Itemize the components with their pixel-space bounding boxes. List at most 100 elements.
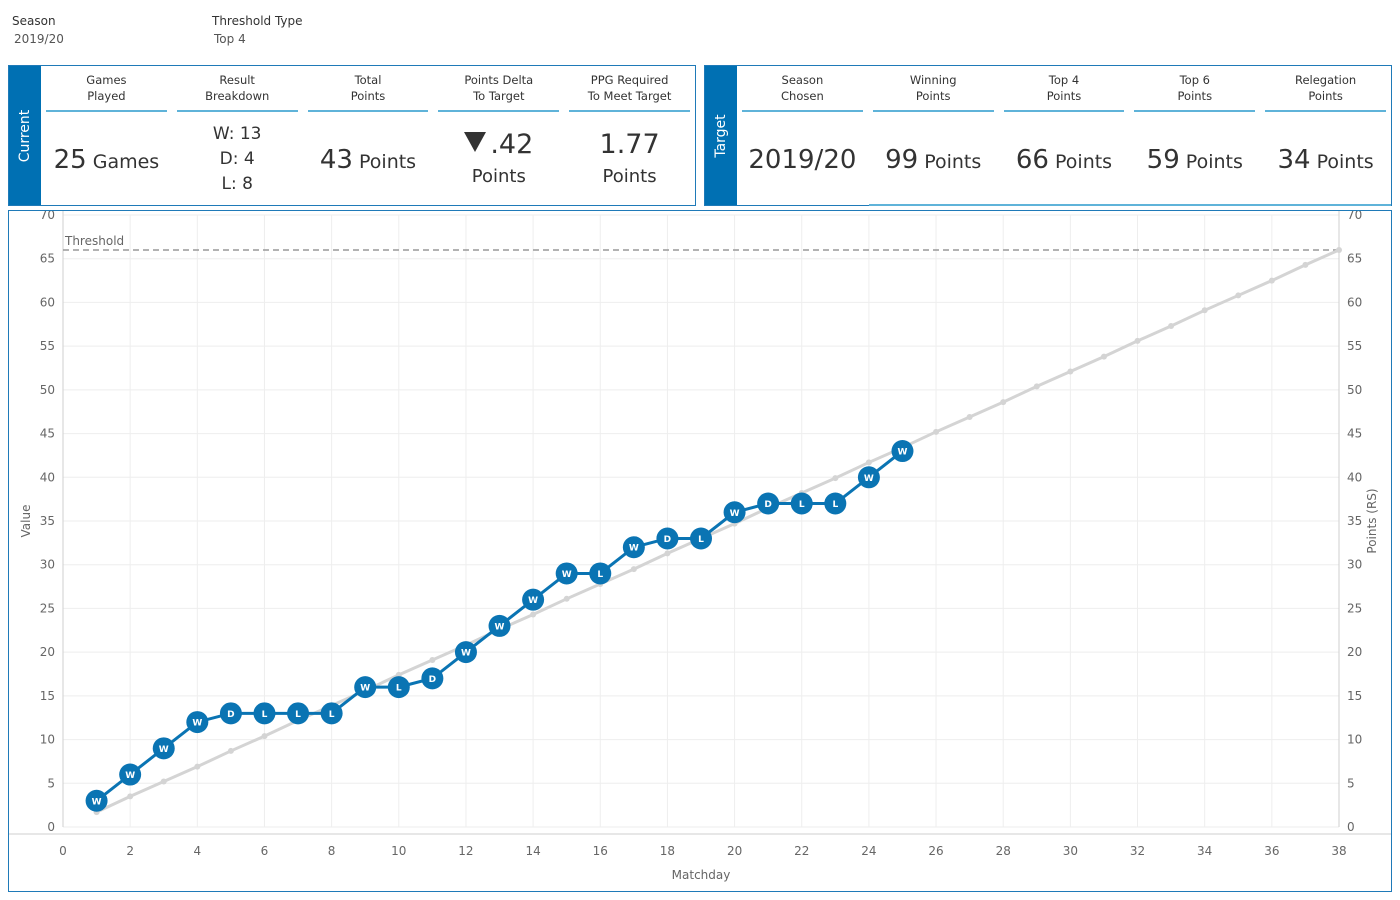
y-tick-label-left: 60 — [40, 295, 55, 309]
current-side-tab: Current — [9, 66, 41, 205]
match-point-marker[interactable] — [354, 676, 377, 699]
match-point[interactable]: W — [555, 562, 578, 585]
kpi-value: 99 — [885, 144, 919, 175]
match-point[interactable]: W — [186, 711, 209, 734]
match-point[interactable]: L — [287, 702, 310, 725]
match-point-marker[interactable] — [186, 711, 209, 734]
match-point[interactable]: D — [656, 527, 679, 550]
match-point[interactable]: L — [253, 702, 276, 725]
match-point[interactable]: W — [522, 588, 545, 611]
x-tick-label: 36 — [1264, 844, 1279, 858]
match-result-label: W — [360, 684, 370, 694]
match-point-marker[interactable] — [690, 527, 712, 550]
x-tick-label: 12 — [458, 844, 473, 858]
match-point-marker[interactable] — [152, 737, 175, 760]
target-panel-underline — [869, 204, 1391, 206]
kpi-games-played: Games Played 25 Games — [41, 66, 172, 205]
target-point — [966, 413, 973, 420]
kpi-header: Season Chosen — [781, 73, 824, 103]
match-result-label: L — [698, 535, 704, 545]
match-point[interactable]: W — [857, 466, 880, 489]
match-point[interactable]: W — [85, 789, 108, 812]
threshold-label: Threshold — [64, 234, 124, 248]
match-point[interactable]: W — [454, 641, 477, 664]
match-point-marker[interactable] — [320, 702, 343, 725]
match-point-marker[interactable] — [757, 492, 780, 515]
y-tick-label-left: 55 — [40, 339, 55, 353]
match-point[interactable]: L — [320, 702, 343, 725]
x-tick-label: 8 — [328, 844, 336, 858]
match-point-marker[interactable] — [421, 667, 444, 690]
match-point[interactable]: L — [690, 527, 712, 550]
match-point-marker[interactable] — [488, 614, 511, 637]
threshold-layer: Threshold — [63, 234, 1339, 251]
match-point[interactable]: W — [354, 676, 377, 699]
match-point[interactable]: D — [219, 702, 242, 725]
match-point[interactable]: W — [723, 501, 746, 524]
match-point[interactable]: W — [891, 440, 914, 463]
match-point-marker[interactable] — [622, 536, 645, 559]
match-point-marker[interactable] — [555, 562, 578, 585]
target-point — [832, 475, 839, 482]
target-point — [1168, 323, 1175, 330]
season-filter[interactable]: Season 2019/20 — [12, 14, 64, 46]
target-point — [1100, 353, 1107, 360]
kpi-unit: Games — [86, 150, 160, 173]
match-point-marker[interactable] — [857, 466, 880, 489]
x-tick-label: 10 — [391, 844, 406, 858]
kpi-value: 59 — [1146, 144, 1180, 175]
match-result-label: W — [159, 745, 169, 755]
match-point[interactable]: W — [622, 536, 645, 559]
match-result-label: W — [125, 771, 135, 781]
match-point-marker[interactable] — [387, 676, 410, 699]
match-point[interactable]: D — [757, 492, 780, 515]
match-point-marker[interactable] — [85, 789, 108, 812]
match-point[interactable]: W — [488, 614, 511, 637]
match-point-marker[interactable] — [589, 562, 612, 585]
match-point[interactable]: L — [790, 492, 813, 515]
season-filter-value[interactable]: 2019/20 — [14, 32, 64, 46]
match-point-marker[interactable] — [891, 440, 914, 463]
kpi-ppg-required: PPG Required To Meet Target 1.77 Points — [564, 66, 695, 205]
target-side-label: Target — [713, 113, 729, 158]
match-point[interactable]: D — [421, 667, 444, 690]
y-tick-label-left: 25 — [40, 601, 55, 615]
match-point-marker[interactable] — [656, 527, 679, 550]
y-tick-label-right: 5 — [1347, 776, 1355, 790]
match-point-marker[interactable] — [723, 501, 746, 524]
match-point[interactable]: W — [119, 763, 142, 786]
target-line — [95, 248, 1340, 814]
threshold-type-filter-value[interactable]: Top 4 — [214, 32, 246, 46]
match-point[interactable]: L — [387, 676, 410, 699]
y-tick-label-left: 30 — [40, 558, 55, 572]
losses-count: L: 8 — [221, 174, 253, 194]
match-point-marker[interactable] — [454, 641, 477, 664]
match-point-marker[interactable] — [253, 702, 276, 725]
points-chart-panel: 0 0 5 5 10 10 15 15 20 20 25 25 30 30 35 35 40 40 45 45 50 50… — [8, 210, 1392, 892]
match-point-marker[interactable] — [790, 492, 813, 515]
match-result-label: L — [832, 500, 838, 510]
match-point[interactable]: L — [824, 492, 847, 515]
kpi-unit: Points — [1179, 150, 1243, 173]
y-tick-label-left: 40 — [40, 470, 55, 484]
match-result-label: W — [92, 797, 102, 807]
kpi-header: Total Points — [350, 73, 386, 103]
match-point-marker[interactable] — [522, 588, 545, 611]
match-point-marker[interactable] — [219, 702, 242, 725]
wins-count: W: 13 — [212, 124, 262, 144]
match-result-label: L — [262, 710, 268, 720]
match-point[interactable]: W — [152, 737, 175, 760]
kpi-header: Relegation Points — [1294, 73, 1357, 103]
target-point — [160, 778, 167, 785]
y-tick-label-left: 15 — [40, 689, 55, 703]
match-point-marker[interactable] — [287, 702, 310, 725]
match-point-marker[interactable] — [824, 492, 847, 515]
y-tick-label-right: 30 — [1347, 558, 1362, 572]
y-axis-title-right: Points (RS) — [1365, 488, 1379, 553]
threshold-type-filter[interactable]: Threshold Type Top 4 — [212, 14, 303, 46]
kpi-value: 66 — [1015, 144, 1049, 175]
match-point-marker[interactable] — [119, 763, 142, 786]
match-point[interactable]: L — [589, 562, 612, 585]
